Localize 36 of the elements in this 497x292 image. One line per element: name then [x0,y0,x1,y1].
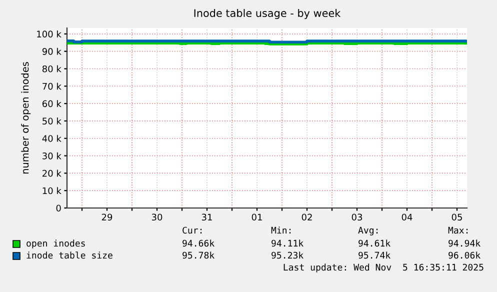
y-tick-label: 50 k [42,118,62,125]
text: 95.23k [272,252,304,259]
text: Min: [271,226,291,234]
x-tick-label: 30 [152,214,162,221]
y-tick-label: 40 k [42,134,62,142]
y-tick-label: 90 k [42,48,62,55]
text: Max: [448,226,468,234]
y-tick-label: 0 [56,204,61,212]
y-tick-label: 70 k [42,82,62,90]
text: 96.06k [448,252,480,259]
chart-title: Inode table usage - by week [194,8,341,20]
y-tick-label: 20 k [42,170,62,177]
text: Last update: Wed Nov 5 16:35:11 2025 [284,264,484,272]
x-tick-label: 02 [302,214,312,221]
y-tick-label: 60 k [42,100,62,108]
text: Avg: [358,226,378,236]
x-tick-label: 05 [452,214,462,221]
text: Cur: [182,226,202,234]
x-tick-label: 03 [352,214,362,221]
x-tick-label: 29 [102,214,112,221]
x-tick-label: 04 [402,214,412,221]
text: 95.74k [358,252,390,259]
x-tick-label: 01 [252,214,262,221]
text: 94.66k [182,240,214,247]
y-tick-label: 80 k [42,65,62,72]
y-axis-title: number of open inodes [21,62,31,174]
y-tick-label: 10 k [42,187,62,194]
y-tick-label: 30 k [42,152,62,160]
y-tick-label: 100 k [37,30,62,38]
x-tick-label: 31 [202,214,212,221]
text: 94.11k [272,240,304,247]
text: 95.78k [182,252,214,259]
text: 94.94k [448,240,480,247]
legend-label: inode table size [26,252,112,259]
legend-label: open inodes [26,240,85,248]
text: 94.61k [358,240,390,247]
